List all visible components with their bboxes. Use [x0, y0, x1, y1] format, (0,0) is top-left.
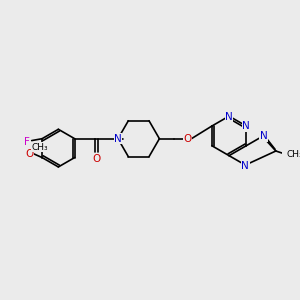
Text: N: N — [225, 112, 233, 122]
Text: O: O — [92, 154, 100, 164]
Text: F: F — [24, 136, 30, 146]
Text: N: N — [114, 134, 122, 144]
Text: O: O — [184, 134, 192, 144]
Text: N: N — [242, 161, 249, 171]
Text: CH₃: CH₃ — [32, 143, 49, 152]
Text: N: N — [242, 121, 250, 131]
Text: O: O — [26, 149, 34, 159]
Text: CH₃: CH₃ — [286, 150, 300, 159]
Text: N: N — [260, 131, 267, 141]
